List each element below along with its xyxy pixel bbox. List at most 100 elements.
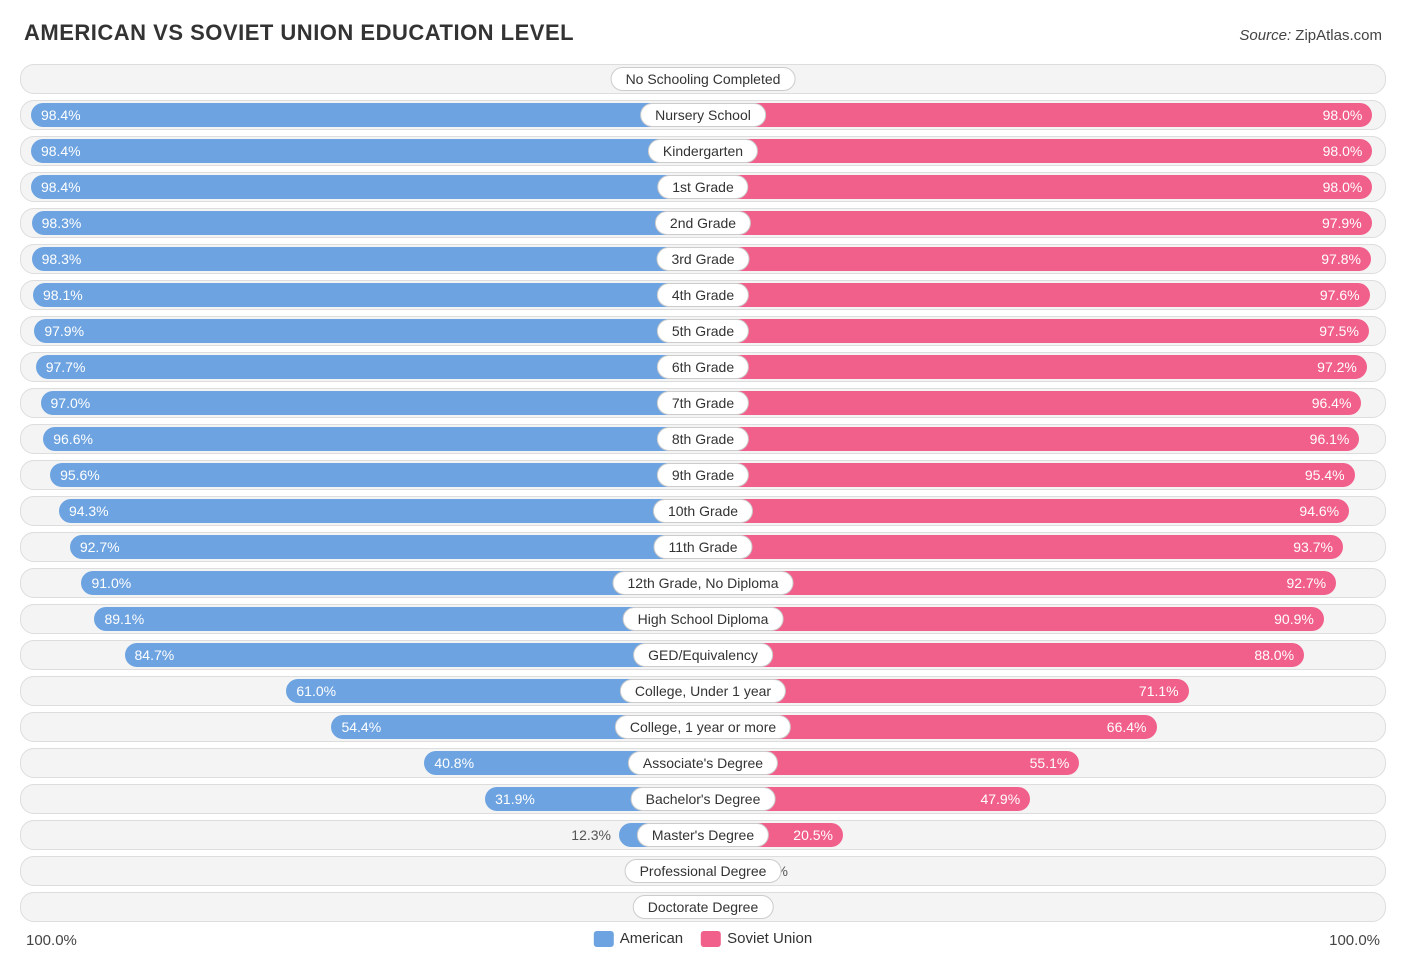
bar-soviet: 90.9% [703,607,1324,631]
legend-item-american: American [594,930,683,947]
pct-american: 61.0% [286,683,346,699]
pct-soviet: 98.0% [1313,179,1373,195]
row-label: Nursery School [640,103,766,127]
legend-label-soviet: Soviet Union [727,930,812,947]
chart-title: AMERICAN VS SOVIET UNION EDUCATION LEVEL [24,20,574,46]
chart-row: 89.1%90.9%High School Diploma [20,604,1386,634]
row-label: No Schooling Completed [611,67,796,91]
pct-american: 96.6% [43,431,103,447]
pct-american: 92.7% [70,539,130,555]
row-label: 12th Grade, No Diploma [613,571,794,595]
chart-row: 97.9% 97.5% 5th Grade [20,316,1386,346]
pct-american: 31.9% [485,791,545,807]
pct-soviet: 66.4% [1097,719,1157,735]
pct-american: 84.7% [125,647,185,663]
row-label: Doctorate Degree [633,895,774,919]
bar-american: 97.9% [34,319,703,343]
pct-soviet: 96.1% [1300,431,1360,447]
bar-american: 97.0% [41,391,704,415]
bar-soviet: 96.4% [703,391,1361,415]
pct-soviet: 47.9% [970,791,1030,807]
chart-row: 96.6% 96.1% 8th Grade [20,424,1386,454]
bar-american: 97.7% [36,355,703,379]
pct-american: 98.3% [32,215,92,231]
pct-american: 97.9% [34,323,94,339]
pct-soviet: 98.0% [1313,143,1373,159]
row-label: 11th Grade [653,535,752,559]
chart-row: 94.3% 94.6% 10th Grade [20,496,1386,526]
pct-soviet: 94.6% [1289,503,1349,519]
pct-american: 40.8% [424,755,484,771]
pct-soviet: 97.9% [1312,215,1372,231]
axis-max-right: 100.0% [1329,932,1380,949]
bar-soviet: 97.9% [703,211,1372,235]
pct-soviet: 97.6% [1310,287,1370,303]
bar-american: 98.4% [31,175,703,199]
pct-soviet: 55.1% [1020,755,1080,771]
row-label: 9th Grade [657,463,749,487]
pct-soviet: 90.9% [1264,611,1324,627]
pct-american: 91.0% [81,575,141,591]
pct-american: 97.0% [41,395,101,411]
bar-american: 96.6% [43,427,703,451]
bar-american: 98.1% [33,283,703,307]
bar-soviet: 97.2% [703,355,1367,379]
pct-american: 12.3% [561,827,619,843]
pct-soviet: 97.5% [1309,323,1369,339]
chart-footer: 100.0% American Soviet Union 100.0% [20,928,1386,956]
row-label: 4th Grade [657,283,749,307]
bar-soviet: 93.7% [703,535,1343,559]
bar-soviet: 98.0% [703,139,1372,163]
source-label: Source: [1239,27,1291,44]
diverging-bar-chart: 1.7%2.0%No Schooling Completed98.4%98.0%… [20,64,1386,922]
chart-row: 98.4%98.0%1st Grade [20,172,1386,202]
chart-row: 92.7% 93.7%11th Grade [20,532,1386,562]
pct-american: 54.4% [331,719,391,735]
pct-soviet: 97.2% [1307,359,1367,375]
row-label: 7th Grade [657,391,749,415]
bar-soviet: 97.8% [703,247,1371,271]
chart-row: 97.7% 97.2% 6th Grade [20,352,1386,382]
row-label: 2nd Grade [655,211,751,235]
pct-soviet: 97.8% [1311,251,1371,267]
bar-american: 98.3% [32,247,703,271]
row-label: 5th Grade [657,319,749,343]
axis-max-left: 100.0% [26,932,77,949]
pct-soviet: 95.4% [1295,467,1355,483]
bar-american: 89.1% [94,607,703,631]
chart-row: 98.1% 97.6% 4th Grade [20,280,1386,310]
pct-american: 97.7% [36,359,96,375]
bar-soviet: 94.6% [703,499,1349,523]
bar-soviet: 92.7% [703,571,1336,595]
row-label: College, Under 1 year [620,679,786,703]
bar-american: 98.3% [32,211,703,235]
row-label: 8th Grade [657,427,749,451]
pct-soviet: 71.1% [1129,683,1189,699]
chart-row: 98.4%98.0%Nursery School [20,100,1386,130]
pct-american: 98.4% [31,143,91,159]
bar-soviet: 98.0% [703,103,1372,127]
bar-american: 94.3% [59,499,703,523]
chart-row: 1.5%2.5%Doctorate Degree [20,892,1386,922]
row-label: 3rd Grade [656,247,749,271]
chart-row: 95.6% 95.4% 9th Grade [20,460,1386,490]
row-label: Associate's Degree [628,751,778,775]
pct-soviet: 96.4% [1302,395,1362,411]
chart-row: 84.7%88.0%GED/Equivalency [20,640,1386,670]
pct-american: 95.6% [50,467,110,483]
pct-american: 98.1% [33,287,93,303]
row-label: 6th Grade [657,355,749,379]
row-label: 10th Grade [653,499,753,523]
pct-american: 89.1% [94,611,154,627]
legend-swatch-american [594,931,614,947]
pct-american: 94.3% [59,503,119,519]
row-label: College, 1 year or more [615,715,791,739]
bar-soviet: 97.6% [703,283,1370,307]
chart-row: 40.8% 55.1% Associate's Degree [20,748,1386,778]
bar-american: 98.4% [31,139,703,163]
row-label: GED/Equivalency [633,643,773,667]
chart-row: 61.0% 71.1% College, Under 1 year [20,676,1386,706]
row-label: Master's Degree [637,823,769,847]
chart-header: AMERICAN VS SOVIET UNION EDUCATION LEVEL… [20,20,1386,46]
legend-swatch-soviet [701,931,721,947]
